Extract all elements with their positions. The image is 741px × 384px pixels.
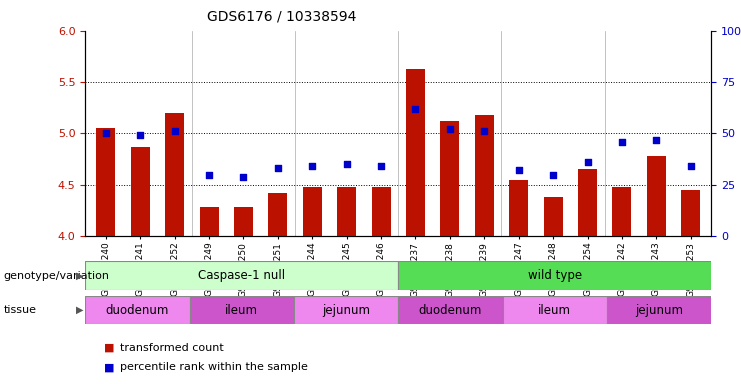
Point xyxy=(479,128,491,134)
Bar xyxy=(96,128,116,236)
Point xyxy=(272,165,284,171)
Bar xyxy=(234,207,253,236)
Bar xyxy=(509,180,528,236)
Text: GDS6176 / 10338594: GDS6176 / 10338594 xyxy=(207,10,356,23)
Text: tissue: tissue xyxy=(4,305,37,315)
Bar xyxy=(607,296,711,324)
Bar xyxy=(303,187,322,236)
Text: ileum: ileum xyxy=(225,304,259,316)
Bar xyxy=(165,113,184,236)
Bar xyxy=(578,169,597,236)
Text: Caspase-1 null: Caspase-1 null xyxy=(198,269,285,282)
Text: jejunum: jejunum xyxy=(635,304,683,316)
Point xyxy=(341,161,353,167)
Point xyxy=(306,163,318,169)
Text: duodenum: duodenum xyxy=(106,304,169,316)
Bar xyxy=(544,197,562,236)
Bar xyxy=(131,147,150,236)
Point xyxy=(616,139,628,145)
Bar xyxy=(502,296,607,324)
Point xyxy=(169,128,181,134)
Point xyxy=(513,167,525,174)
Bar xyxy=(268,193,288,236)
Text: percentile rank within the sample: percentile rank within the sample xyxy=(120,362,308,372)
Bar xyxy=(475,115,494,236)
Bar xyxy=(85,261,399,290)
Bar xyxy=(199,207,219,236)
Bar xyxy=(372,187,391,236)
Bar xyxy=(85,296,190,324)
Point xyxy=(238,174,250,180)
Text: genotype/variation: genotype/variation xyxy=(4,270,110,281)
Point xyxy=(100,131,112,137)
Bar xyxy=(406,69,425,236)
Bar xyxy=(294,296,398,324)
Point xyxy=(651,137,662,143)
Point xyxy=(375,163,387,169)
Point xyxy=(685,163,697,169)
Text: ▶: ▶ xyxy=(76,270,83,281)
Point xyxy=(203,172,215,178)
Point xyxy=(582,159,594,165)
Text: jejunum: jejunum xyxy=(322,304,370,316)
Bar xyxy=(399,296,502,324)
Point xyxy=(410,106,422,112)
Bar xyxy=(337,187,356,236)
Text: ileum: ileum xyxy=(538,304,571,316)
Bar xyxy=(190,296,294,324)
Bar xyxy=(399,261,711,290)
Bar xyxy=(440,121,459,236)
Point xyxy=(444,126,456,132)
Bar xyxy=(647,156,665,236)
Bar xyxy=(613,187,631,236)
Text: wild type: wild type xyxy=(528,269,582,282)
Text: ▶: ▶ xyxy=(76,305,83,315)
Point xyxy=(547,172,559,178)
Text: duodenum: duodenum xyxy=(419,304,482,316)
Text: ■: ■ xyxy=(104,362,114,372)
Text: ■: ■ xyxy=(104,343,114,353)
Point xyxy=(134,132,146,139)
Bar xyxy=(681,190,700,236)
Text: transformed count: transformed count xyxy=(120,343,224,353)
